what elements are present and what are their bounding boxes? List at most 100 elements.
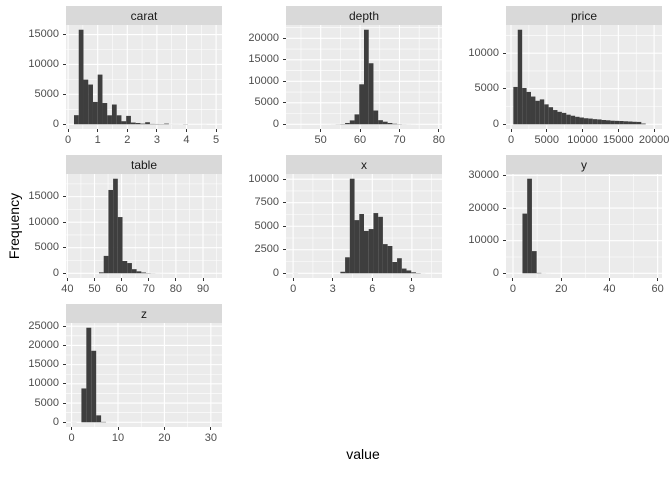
x-tick-mark (320, 129, 322, 132)
y-tick-label: 15000 (28, 28, 59, 40)
x-tick-label: 0 (509, 283, 517, 295)
y-tick-label: 0 (52, 266, 59, 279)
x-tick-mark (210, 427, 212, 430)
facet-strip-price: price (506, 6, 662, 25)
x-tick-label: 20 (555, 283, 568, 295)
y-tick-label: 0 (272, 266, 279, 279)
facet-table: table 0 5000 10000 15000 40 50 60 70 80 90 (18, 155, 238, 305)
x-tick-mark (657, 278, 659, 281)
y-tick-label: 5000 (34, 87, 59, 100)
y-tick-label: 25000 (28, 319, 59, 332)
facet-y: y 0 10000 20000 30000 0 20 40 60 (458, 155, 672, 305)
x-tick-mark (163, 427, 165, 430)
x-tick-label: 0 (65, 134, 72, 146)
histogram-bars (293, 178, 435, 274)
y-tick-label: 0 (492, 266, 499, 279)
x-tick-label: 2 (124, 134, 131, 146)
facet-title-price: price (570, 8, 597, 23)
y-tick-label: 5000 (34, 396, 59, 409)
y-tick-label: 10000 (468, 46, 499, 59)
y-tick-label: 5000 (254, 96, 279, 109)
x-tick-label: 10 (111, 432, 125, 444)
y-tick-label: 7500 (254, 196, 279, 209)
x-tick-mark (66, 278, 68, 281)
x-axis-title: value (346, 446, 380, 462)
x-tick-label: 80 (432, 134, 445, 146)
histogram-bars (94, 178, 217, 274)
histogram-bars (316, 29, 435, 125)
y-tick-label: 10000 (248, 172, 279, 185)
facet-price: price 0 5000 10000 0 5000 10000 15000 20000 (458, 6, 672, 156)
y-tick-mark (63, 93, 66, 95)
x-tick-label: 60 (651, 283, 664, 295)
x-tick-label: 40 (603, 283, 616, 295)
price-histogram-panel (506, 25, 662, 129)
x-tick-mark (546, 129, 548, 132)
y-tick-mark (63, 221, 66, 223)
x-tick-mark (560, 278, 562, 281)
y-tick-mark (503, 52, 506, 54)
y-tick-mark (283, 249, 286, 251)
y-tick-mark (63, 34, 66, 35)
x-tick-label: 20 (158, 432, 171, 444)
y-tick-mark (63, 344, 66, 346)
x-tick-label: 50 (314, 134, 327, 146)
y-tick-label: 20000 (28, 338, 59, 351)
y-tick-label: 10000 (28, 377, 59, 390)
x-tick-mark (332, 278, 334, 281)
x-tick-label: 50 (88, 283, 101, 295)
y-tick-mark (283, 225, 286, 227)
y-tick-mark (283, 102, 286, 104)
y-tick-mark (283, 37, 286, 39)
y-tick-label: 5000 (474, 82, 499, 95)
x-tick-label: 15000 (603, 134, 634, 146)
x-tick-label: 10000 (567, 134, 598, 146)
x-tick-label: 5000 (534, 134, 560, 146)
y-tick-mark (63, 272, 66, 274)
x-tick-label: 60 (353, 134, 367, 146)
y-tick-mark (283, 59, 286, 61)
x-tick-mark (371, 278, 373, 281)
y-tick-mark (283, 80, 286, 82)
y-tick-label: 5000 (254, 219, 279, 232)
y-tick-mark (63, 123, 66, 125)
facet-strip-x: x (286, 155, 442, 174)
facet-title-carat: carat (130, 8, 158, 23)
y-tick-label: 0 (272, 117, 279, 130)
facet-x: x 0 2500 5000 7500 10000 0 3 6 9 (238, 155, 458, 305)
y-tick-label: 10000 (28, 215, 59, 228)
facet-title-y: y (581, 157, 587, 172)
x-tick-mark (202, 278, 204, 281)
x-tick-mark (148, 278, 150, 281)
x-tick-label: 40 (61, 283, 74, 295)
x-histogram-panel (286, 174, 442, 278)
y-tick-label: 10000 (28, 57, 59, 70)
y-tick-label: 20000 (248, 31, 279, 44)
histogram-bars (513, 29, 646, 125)
y-tick-mark (283, 178, 286, 180)
x-tick-mark (215, 129, 217, 132)
x-tick-mark (617, 129, 619, 132)
x-tick-label: 1 (94, 134, 101, 146)
y-tick-mark (63, 325, 66, 327)
x-tick-mark (97, 129, 99, 132)
y-tick-label: 0 (52, 117, 59, 130)
x-tick-label: 0 (507, 134, 515, 146)
y-tick-mark (63, 421, 66, 423)
x-tick-label: 5 (213, 134, 220, 146)
x-tick-mark (510, 129, 512, 132)
facet-strip-depth: depth (286, 6, 442, 25)
table-histogram-panel (66, 174, 222, 278)
x-tick-mark (512, 278, 514, 281)
x-tick-label: 80 (169, 283, 182, 295)
x-tick-label: 3 (329, 283, 336, 295)
x-tick-mark (71, 427, 73, 430)
x-tick-label: 30 (204, 432, 217, 444)
y-tick-label: 10000 (248, 74, 279, 87)
y-tick-mark (503, 207, 506, 209)
y-tick-mark (283, 272, 286, 274)
x-tick-mark (359, 129, 361, 132)
y-tick-label: 2500 (254, 243, 279, 256)
x-tick-mark (156, 129, 158, 132)
